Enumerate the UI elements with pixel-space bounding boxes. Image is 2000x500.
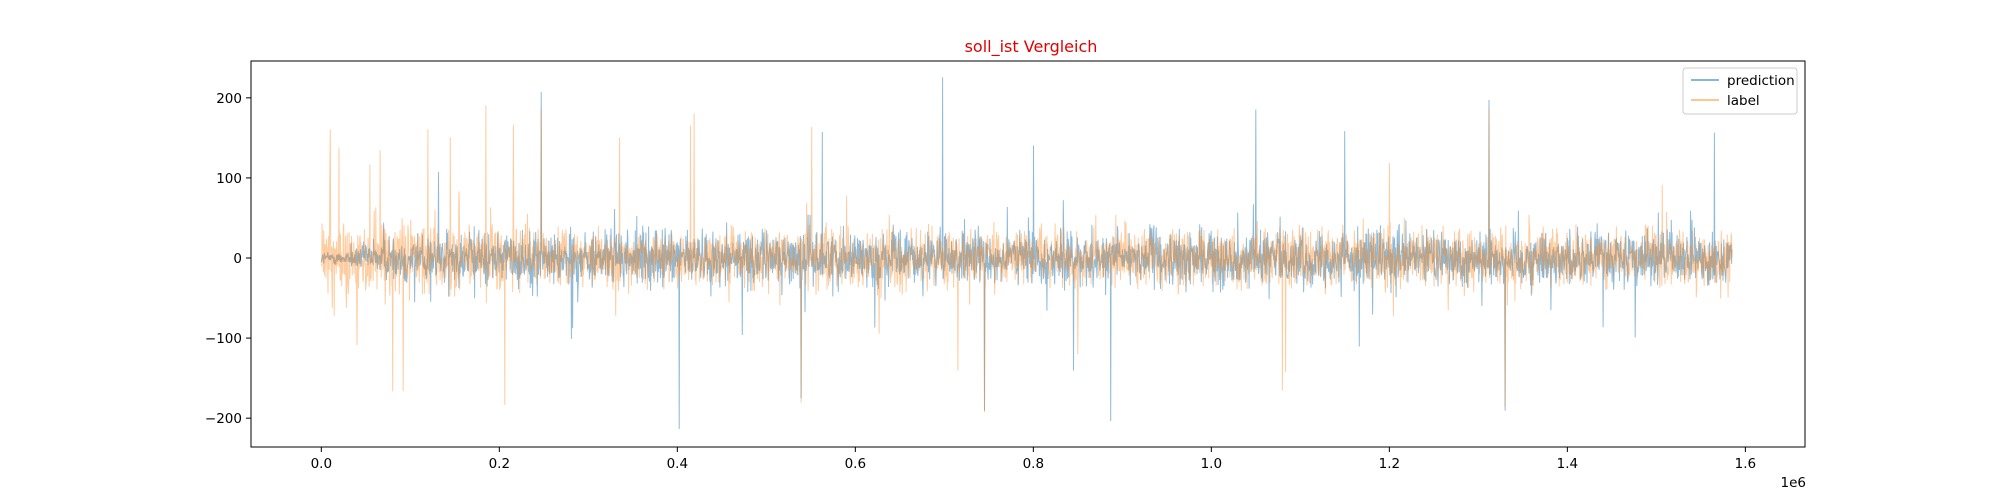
series-line-label	[320, 105, 1733, 413]
legend-label-label: label	[1727, 93, 1760, 109]
y-tick-label: 100	[216, 171, 242, 187]
legend-label-prediction: prediction	[1727, 73, 1795, 89]
x-axis: 0.0 0.2 0.4 0.6 0.8 1.0 1.2 1.4 1.6	[311, 447, 1756, 472]
series-traces	[320, 77, 1733, 430]
x-tick-label: 0.8	[1023, 456, 1044, 472]
y-tick-label: −100	[205, 331, 242, 347]
x-tick-label: 1.0	[1201, 456, 1222, 472]
x-tick-label: 0.4	[667, 456, 688, 472]
x-tick-label: 1.2	[1379, 456, 1400, 472]
x-tick-label: 0.6	[845, 456, 866, 472]
plot-frame	[250, 60, 1806, 448]
x-tick-label: 0.0	[311, 456, 332, 472]
y-tick-label: 200	[216, 91, 242, 107]
y-tick-label: 0	[233, 251, 242, 267]
x-tick-label: 1.6	[1735, 456, 1756, 472]
y-tick-label: −200	[205, 411, 242, 427]
chart-title: soll_ist Vergleich	[965, 37, 1098, 57]
x-axis-offset-label: 1e6	[1781, 475, 1806, 491]
legend: prediction label	[1682, 67, 1798, 115]
series-line-prediction	[320, 77, 1733, 430]
x-tick-label: 0.2	[489, 456, 510, 472]
y-axis: −200 −100 0 100 200	[205, 91, 251, 427]
x-tick-label: 1.4	[1557, 456, 1578, 472]
